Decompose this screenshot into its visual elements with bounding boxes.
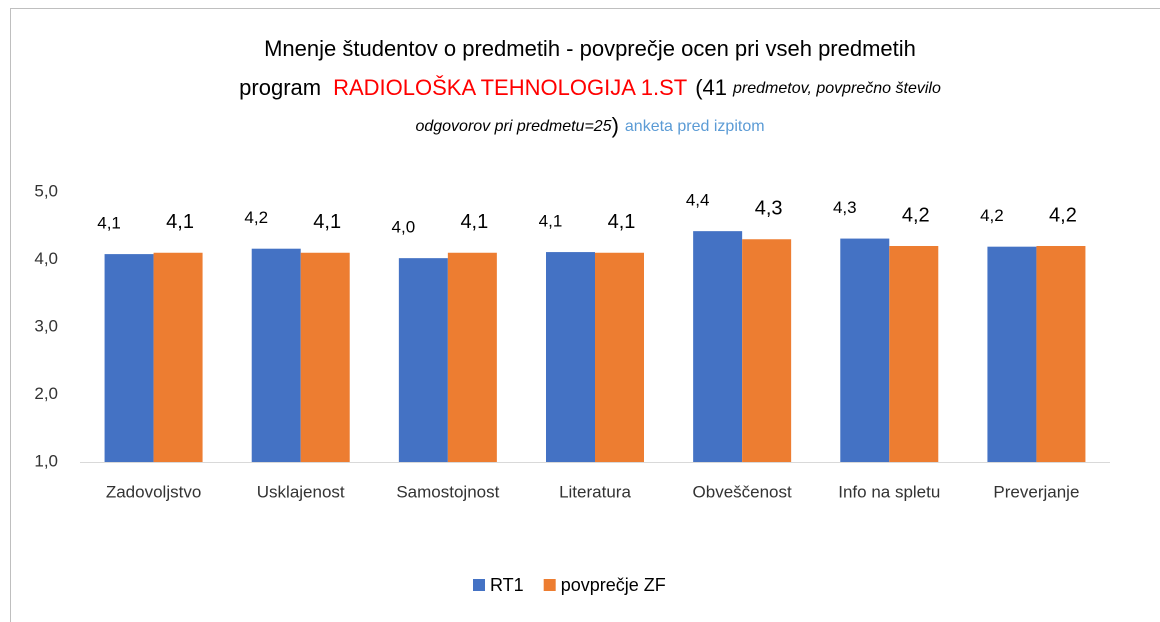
x-tick-label: Obveščenost — [693, 482, 792, 501]
bar — [595, 252, 644, 462]
x-tick-label: Literatura — [559, 482, 631, 501]
data-label: 4,1 — [608, 211, 636, 233]
y-tick-label: 1,0 — [34, 451, 58, 470]
y-tick-label: 5,0 — [34, 181, 58, 200]
y-tick-label: 4,0 — [34, 249, 58, 268]
data-label: 4,0 — [392, 218, 416, 237]
title-part: predmetov, povprečno število — [732, 80, 941, 97]
chart-title: Mnenje študentov o predmetih - povprečje… — [264, 36, 916, 61]
x-tick-label: Usklajenost — [257, 482, 345, 501]
legend-swatch — [543, 579, 556, 591]
bar — [251, 248, 301, 462]
title-part: program — [239, 75, 321, 100]
title-part: odgovorov pri predmetu=25 — [415, 118, 611, 135]
legend-label: povprečje ZF — [561, 575, 666, 595]
x-tick-label: Info na spletu — [838, 482, 940, 501]
data-label: 4,1 — [166, 211, 194, 233]
legend-swatch — [473, 579, 485, 591]
bar — [693, 231, 743, 462]
bar — [840, 238, 890, 462]
bar — [300, 252, 350, 462]
bar — [1036, 246, 1086, 462]
bar — [889, 246, 939, 462]
data-label: 4,4 — [686, 191, 710, 210]
x-tick-label: Samostojnost — [396, 482, 499, 501]
data-label: 4,1 — [313, 211, 341, 233]
y-tick-label: 3,0 — [34, 316, 58, 335]
bar — [742, 239, 792, 462]
title-part: anketa pred izpitom — [625, 118, 765, 135]
data-label: 4,1 — [460, 211, 488, 233]
data-label: 4,3 — [833, 198, 857, 217]
data-label: 4,3 — [755, 198, 783, 220]
title-part: RADIOLOŠKA TEHNOLOGIJA 1.ST — [333, 75, 687, 100]
bar — [153, 252, 203, 462]
title-part: ) — [612, 113, 619, 138]
y-tick-label: 2,0 — [34, 384, 58, 403]
bar — [546, 252, 595, 462]
chart-title: odgovorov pri predmetu=25) anketa pred iz… — [415, 113, 764, 138]
data-label: 4,2 — [244, 208, 268, 227]
data-label: 4,1 — [539, 212, 563, 231]
x-tick-label: Preverjanje — [993, 482, 1079, 501]
bar — [447, 252, 497, 462]
data-label: 4,2 — [902, 204, 930, 226]
bar — [987, 246, 1037, 462]
bar — [398, 258, 448, 462]
data-label: 4,1 — [97, 214, 121, 233]
data-label: 4,2 — [980, 206, 1004, 225]
data-label: 4,2 — [1049, 204, 1077, 226]
title-part: (41 — [695, 75, 727, 100]
x-tick-label: Zadovoljstvo — [106, 482, 201, 501]
chart-title: program RADIOLOŠKA TEHNOLOGIJA 1.ST (41 pre… — [239, 75, 941, 100]
legend-label: RT1 — [490, 575, 524, 595]
bar — [104, 254, 154, 462]
